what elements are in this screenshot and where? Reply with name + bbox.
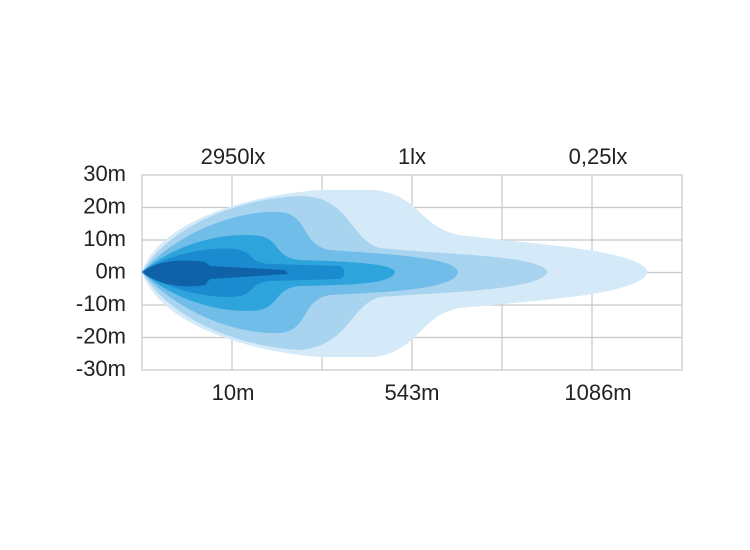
beam-zone bbox=[142, 260, 288, 287]
top-labels: 2950lx 1lx 0,25lx bbox=[201, 144, 628, 169]
y-label: -30m bbox=[76, 356, 126, 381]
y-label: -20m bbox=[76, 323, 126, 348]
y-label: -10m bbox=[76, 291, 126, 316]
beam bbox=[142, 190, 648, 357]
y-label: 10m bbox=[83, 226, 126, 251]
y-axis-labels: 30m 20m 10m 0m -10m -20m -30m bbox=[76, 161, 126, 381]
y-label: 30m bbox=[83, 161, 126, 186]
y-label: 20m bbox=[83, 193, 126, 218]
lux-label: 1lx bbox=[398, 144, 426, 169]
distance-label: 10m bbox=[212, 380, 255, 405]
lux-label: 0,25lx bbox=[569, 144, 628, 169]
distance-label: 1086m bbox=[564, 380, 631, 405]
distance-label: 543m bbox=[384, 380, 439, 405]
bottom-labels: 10m 543m 1086m bbox=[212, 380, 632, 405]
y-label: 0m bbox=[95, 258, 126, 283]
lux-label: 2950lx bbox=[201, 144, 266, 169]
